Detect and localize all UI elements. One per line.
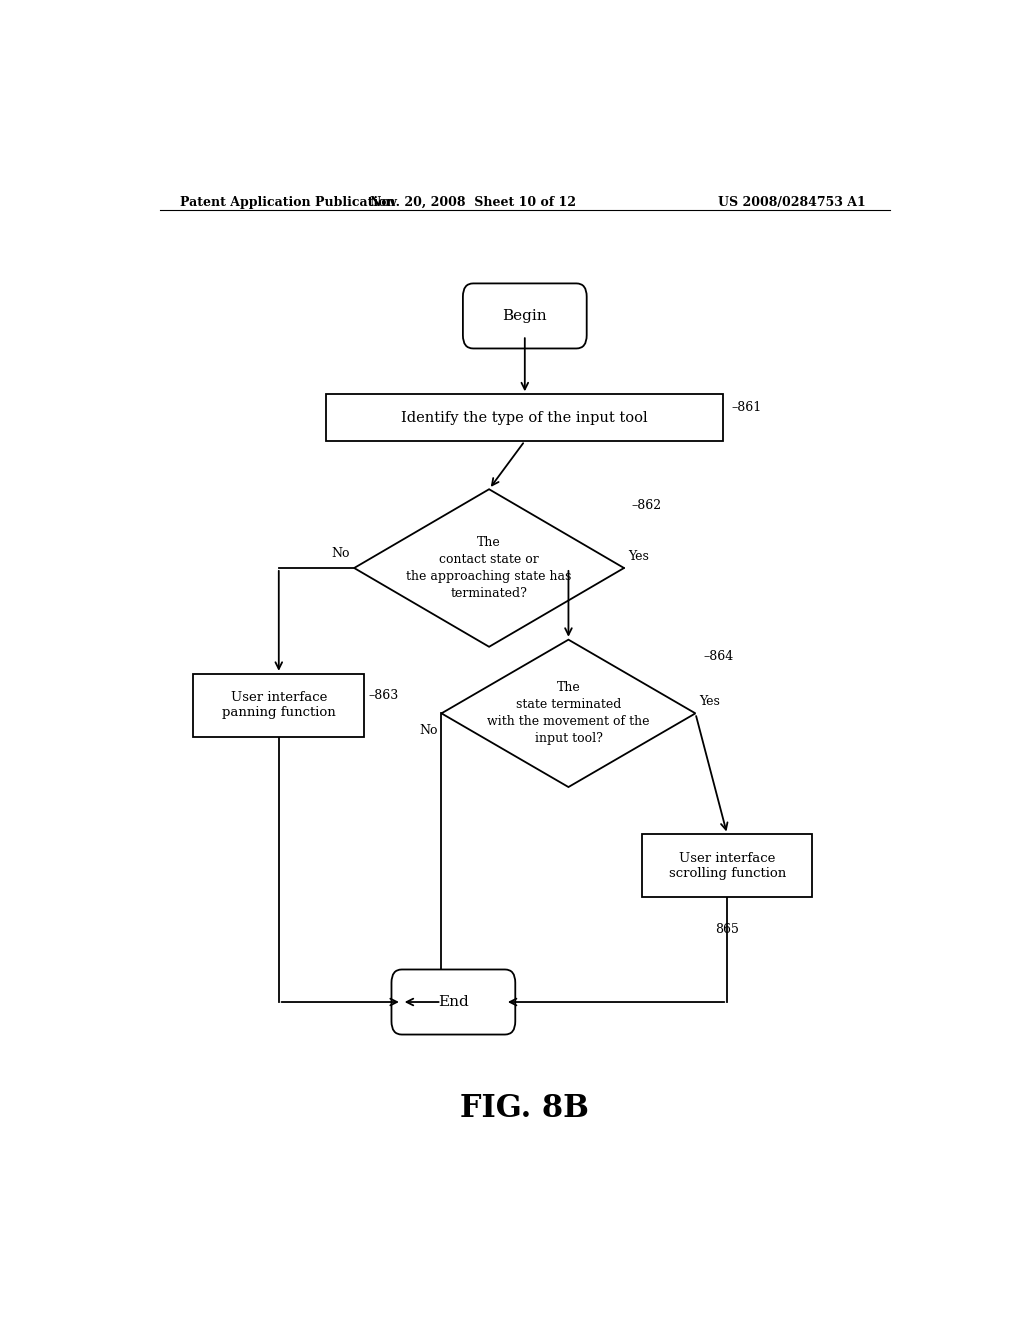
- Text: Yes: Yes: [628, 550, 649, 562]
- Polygon shape: [354, 490, 624, 647]
- FancyBboxPatch shape: [463, 284, 587, 348]
- Text: –862: –862: [632, 499, 663, 512]
- Text: Yes: Yes: [699, 696, 720, 709]
- Text: –863: –863: [368, 689, 398, 701]
- Text: Begin: Begin: [503, 309, 547, 323]
- Text: End: End: [438, 995, 469, 1008]
- Text: Nov. 20, 2008  Sheet 10 of 12: Nov. 20, 2008 Sheet 10 of 12: [371, 195, 577, 209]
- Polygon shape: [441, 640, 695, 787]
- FancyBboxPatch shape: [194, 673, 365, 737]
- FancyBboxPatch shape: [391, 969, 515, 1035]
- Text: The
state terminated
with the movement of the
input tool?: The state terminated with the movement o…: [487, 681, 649, 746]
- Text: Identify the type of the input tool: Identify the type of the input tool: [401, 411, 648, 425]
- Text: US 2008/0284753 A1: US 2008/0284753 A1: [718, 195, 866, 209]
- FancyBboxPatch shape: [642, 834, 812, 898]
- Text: 865: 865: [715, 923, 739, 936]
- Text: Patent Application Publication: Patent Application Publication: [179, 195, 395, 209]
- Text: User interface
panning function: User interface panning function: [222, 692, 336, 719]
- Text: No: No: [332, 546, 350, 560]
- FancyBboxPatch shape: [327, 395, 723, 441]
- Text: –864: –864: [703, 649, 733, 663]
- Text: –861: –861: [731, 401, 762, 414]
- Text: The
contact state or
the approaching state has
terminated?: The contact state or the approaching sta…: [407, 536, 571, 601]
- Text: No: No: [419, 723, 437, 737]
- Text: User interface
scrolling function: User interface scrolling function: [669, 851, 785, 880]
- Text: FIG. 8B: FIG. 8B: [461, 1093, 589, 1125]
